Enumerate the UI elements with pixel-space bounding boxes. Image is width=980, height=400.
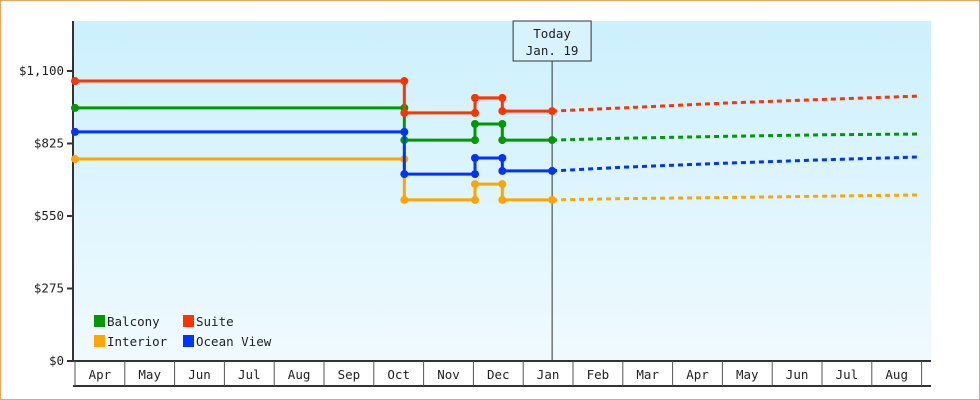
month-label: Mar bbox=[636, 367, 659, 382]
series-suite-point bbox=[471, 93, 480, 102]
legend-swatch bbox=[94, 335, 105, 347]
series-ocean-view-point bbox=[471, 154, 480, 162]
y-tick-label: $275 bbox=[34, 281, 64, 296]
month-label: Feb bbox=[587, 367, 610, 382]
series-interior-point bbox=[400, 195, 409, 204]
series-ocean-view-point bbox=[471, 170, 480, 179]
month-label: Apr bbox=[686, 367, 709, 382]
series-balcony-point bbox=[471, 119, 480, 128]
series-balcony-point bbox=[498, 136, 507, 145]
series-interior-point bbox=[471, 195, 480, 204]
series-balcony-point bbox=[471, 136, 480, 145]
month-label: Dec bbox=[487, 367, 510, 382]
legend-label: Balcony bbox=[107, 314, 160, 329]
series-balcony-point bbox=[498, 119, 507, 128]
month-label: Jul bbox=[836, 367, 859, 382]
series-ocean-view-point bbox=[498, 166, 507, 175]
series-balcony-forecast bbox=[552, 132, 921, 142]
series-suite-point bbox=[471, 108, 480, 117]
month-label: Jun bbox=[786, 367, 809, 382]
series-ocean-view-point bbox=[400, 127, 409, 136]
legend-swatch bbox=[183, 315, 194, 327]
y-tick-label: $1,100 bbox=[19, 63, 64, 78]
legend-label: Suite bbox=[196, 314, 234, 329]
series-suite-point bbox=[400, 77, 409, 86]
series-suite-forecast bbox=[552, 94, 921, 113]
series-interior-point bbox=[498, 180, 507, 189]
y-tick-label: $825 bbox=[34, 136, 64, 151]
series-interior-point bbox=[471, 180, 480, 189]
month-label: Jul bbox=[238, 367, 261, 382]
today-date: Jan. 19 bbox=[526, 43, 579, 58]
today-label: Today bbox=[533, 26, 571, 41]
month-label: Aug bbox=[885, 367, 908, 382]
series-interior-forecast bbox=[552, 193, 921, 202]
legend-swatch bbox=[183, 335, 194, 347]
month-label: Sep bbox=[338, 367, 361, 382]
y-tick-label: $0 bbox=[49, 353, 64, 368]
month-label: Apr bbox=[89, 367, 112, 382]
legend-label: Interior bbox=[107, 334, 168, 349]
series-interior-point bbox=[71, 155, 79, 164]
series-ocean-view-point bbox=[400, 170, 409, 179]
month-label: Oct bbox=[387, 367, 410, 382]
series-balcony-point bbox=[71, 103, 79, 112]
month-label: Nov bbox=[437, 367, 460, 382]
series-ocean-view-point bbox=[498, 154, 507, 162]
month-label: May bbox=[138, 367, 161, 382]
series-suite-point bbox=[498, 107, 507, 116]
series-suite-point bbox=[400, 108, 409, 117]
month-label: Jan bbox=[537, 367, 560, 382]
legend-label: Ocean View bbox=[196, 334, 272, 349]
y-tick-label: $550 bbox=[34, 208, 64, 223]
series-ocean-view-point bbox=[71, 127, 79, 136]
today-box bbox=[512, 20, 592, 62]
legend-swatch bbox=[94, 315, 105, 327]
series-interior-point bbox=[498, 195, 507, 204]
month-label: May bbox=[736, 367, 759, 382]
month-label: Jun bbox=[188, 367, 211, 382]
series-ocean-view-forecast bbox=[552, 155, 921, 173]
series-suite-point bbox=[498, 93, 507, 102]
month-label: Aug bbox=[288, 367, 311, 382]
series-suite-point bbox=[71, 77, 79, 86]
